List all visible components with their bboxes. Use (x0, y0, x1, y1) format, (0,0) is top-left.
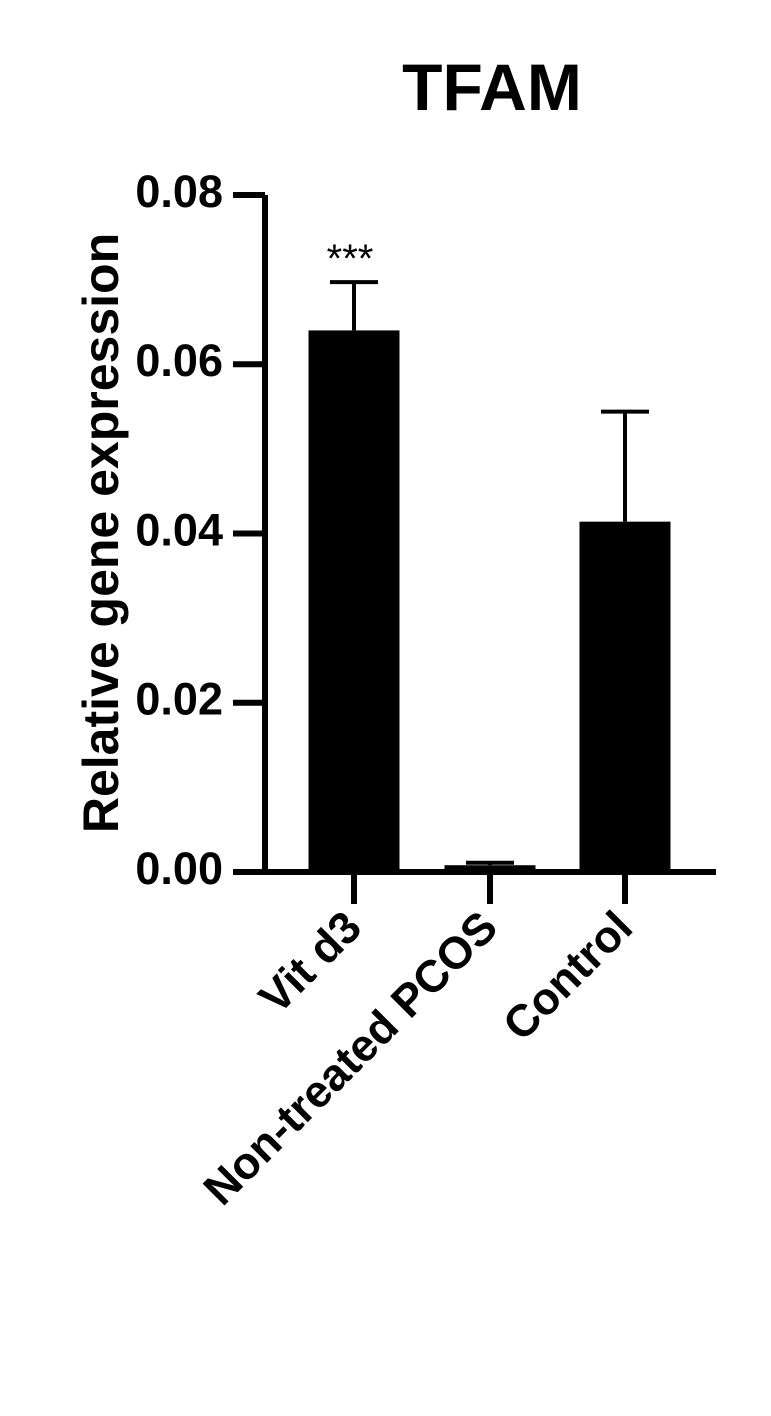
y-tick-label: 0.02 (135, 674, 223, 725)
y-tick-label: 0.00 (135, 843, 223, 894)
bar-3 (579, 521, 671, 872)
x-tick-label: Vit d3 (249, 901, 371, 1023)
y-tick-label: 0.04 (135, 504, 223, 555)
x-tick-label: Control (493, 901, 642, 1050)
bar-2 (444, 865, 536, 872)
significance-annotation: *** (327, 237, 374, 281)
bar-1 (308, 330, 400, 872)
chart-title: TFAM (402, 50, 582, 124)
y-tick-label: 0.06 (135, 335, 223, 386)
y-tick-label: 0.08 (135, 166, 223, 217)
y-axis-label: Relative gene expression (73, 233, 129, 833)
